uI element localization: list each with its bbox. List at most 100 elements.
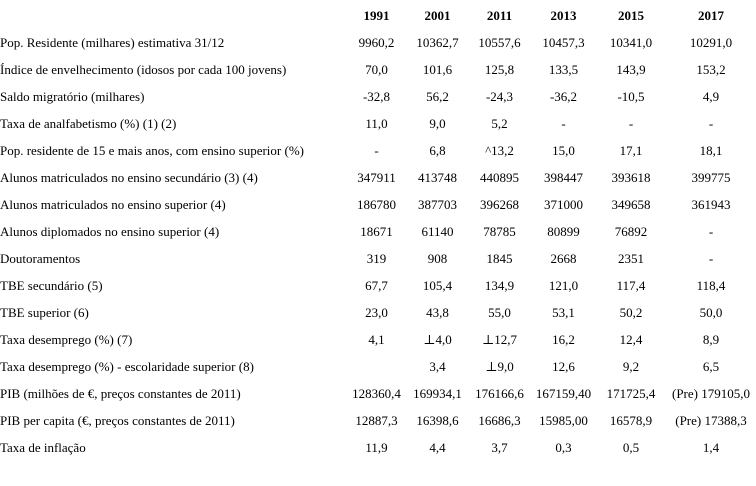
cell-value: 53,1 bbox=[552, 305, 575, 320]
cell-value: 16578,9 bbox=[609, 413, 653, 428]
cell-value: 4,4 bbox=[429, 440, 446, 455]
cell-value: 18671 bbox=[360, 224, 393, 239]
cell-value: 9,0 bbox=[429, 116, 446, 131]
table-row: TBE secundário (5) 67,7 105,4 134,9 121,0 117… bbox=[0, 272, 756, 299]
cell-value: -32,8 bbox=[362, 89, 391, 104]
table-row: Alunos diplomados no ensino superior (4)… bbox=[0, 218, 756, 245]
cell-value: 16398,6 bbox=[416, 413, 459, 428]
year-column-header: 2017 bbox=[698, 8, 724, 23]
cell-value: 12887,3 bbox=[355, 413, 398, 428]
cell-value: - bbox=[708, 251, 714, 266]
cell-value: 1845 bbox=[486, 251, 513, 266]
cell-value: 23,0 bbox=[365, 305, 388, 320]
cell-value: 11,0 bbox=[365, 116, 388, 131]
table-row: TBE superior (6) 23,0 43,8 55,0 53,1 50,2 50,0 bbox=[0, 299, 756, 326]
cell-value: 16,2 bbox=[552, 332, 575, 347]
cell-value: 76892 bbox=[614, 224, 648, 239]
cell-value: 153,2 bbox=[696, 62, 726, 77]
year-column-header: 2015 bbox=[618, 8, 644, 23]
cell-value: 3,7 bbox=[491, 440, 508, 455]
cell-value: -10,5 bbox=[617, 89, 645, 104]
cell-value: - bbox=[374, 143, 379, 158]
cell-value: 78785 bbox=[483, 224, 516, 239]
cell-value: 105,4 bbox=[422, 278, 453, 293]
cell-value: 118,4 bbox=[696, 278, 726, 293]
cell-value: 101,6 bbox=[422, 62, 453, 77]
cell-value: 117,4 bbox=[616, 278, 646, 293]
cell-value: 908 bbox=[427, 251, 448, 266]
cell-value: 4,9 bbox=[702, 89, 720, 104]
cell-value: 9,2 bbox=[622, 359, 640, 374]
cell-value: 167159,40 bbox=[535, 386, 592, 401]
cell-value: 5,2 bbox=[491, 116, 508, 131]
cell-value: 387703 bbox=[418, 197, 457, 212]
row-label: TBE secundário (5) bbox=[0, 278, 103, 293]
cell-value: 347911 bbox=[357, 170, 396, 185]
cell-value bbox=[346, 353, 407, 380]
table-row: Saldo migratório (milhares) -32,8 56,2 -24,… bbox=[0, 83, 756, 110]
cell-value: - bbox=[708, 116, 714, 131]
table-row: Taxa desemprego (%) - escolaridade super… bbox=[0, 353, 756, 380]
cell-value: 80899 bbox=[547, 224, 580, 239]
cell-value: 12,6 bbox=[552, 359, 575, 374]
cell-value: ⊥4,0 bbox=[423, 332, 452, 347]
row-label: Saldo migratório (milhares) bbox=[0, 89, 145, 104]
cell-value: 186780 bbox=[357, 197, 396, 212]
cell-value: ^13,2 bbox=[485, 143, 514, 158]
table-row: PIB per capita (€, preços constantes de … bbox=[0, 407, 756, 434]
cell-value: 361943 bbox=[691, 197, 731, 212]
row-label: Pop. residente de 15 e mais anos, com en… bbox=[0, 143, 304, 158]
cell-value: 133,5 bbox=[548, 62, 579, 77]
table-row: Doutoramentos 319 908 1845 2668 2351 - bbox=[0, 245, 756, 272]
cell-value: 10457,3 bbox=[542, 35, 585, 50]
cell-value: (Pre) 17388,3 bbox=[675, 413, 747, 428]
row-label: Índice de envelhecimento (idosos por cad… bbox=[0, 62, 287, 77]
cell-value: 169934,1 bbox=[413, 386, 462, 401]
cell-value: 371000 bbox=[544, 197, 583, 212]
cell-value: 10291,0 bbox=[689, 35, 733, 50]
cell-value: - bbox=[628, 116, 634, 131]
cell-value: 3,4 bbox=[429, 359, 446, 374]
cell-value: 2351 bbox=[618, 251, 644, 266]
cell-value: 121,0 bbox=[548, 278, 579, 293]
cell-value: 50,2 bbox=[619, 305, 643, 320]
header-row: 1991 2001 2011 2013 2015 2017 bbox=[0, 2, 756, 29]
cell-value: 6,8 bbox=[429, 143, 446, 158]
row-label: Alunos matriculados no ensino secundário… bbox=[0, 170, 258, 185]
cell-value: 9960,2 bbox=[358, 35, 395, 50]
cell-value: 6,5 bbox=[702, 359, 720, 374]
cell-value: 67,7 bbox=[365, 278, 388, 293]
cell-value: 0,5 bbox=[622, 440, 640, 455]
cell-value: 128360,4 bbox=[352, 386, 401, 401]
row-label: Taxa de analfabetismo (%) (1) (2) bbox=[0, 116, 177, 131]
cell-value: -24,3 bbox=[485, 89, 514, 104]
cell-value: 2668 bbox=[550, 251, 577, 266]
row-label: Doutoramentos bbox=[0, 251, 81, 266]
row-label: Alunos matriculados no ensino superior (… bbox=[0, 197, 226, 212]
cell-value: ⊥9,0 bbox=[485, 359, 514, 374]
cell-value: 319 bbox=[366, 251, 387, 266]
statistics-table: 1991 2001 2011 2013 2015 2017 Pop. Residente … bbox=[0, 2, 756, 461]
table-row: Taxa de inflação 11,9 4,4 3,7 0,3 0,5 1,4 bbox=[0, 434, 756, 461]
cell-value: 171725,4 bbox=[606, 386, 656, 401]
table-row: Taxa desemprego (%) (7) 4,1 ⊥4,0 ⊥12,7 16,2 1… bbox=[0, 326, 756, 353]
row-label: Taxa de inflação bbox=[0, 440, 86, 455]
cell-value: 50,0 bbox=[699, 305, 723, 320]
cell-value: 176166,6 bbox=[475, 386, 524, 401]
cell-value: 398447 bbox=[544, 170, 583, 185]
cell-value: 396268 bbox=[480, 197, 519, 212]
cell-value: 56,2 bbox=[426, 89, 449, 104]
cell-value: 125,8 bbox=[484, 62, 515, 77]
cell-value: 11,9 bbox=[365, 440, 388, 455]
cell-value: 413748 bbox=[418, 170, 457, 185]
table-row: Pop. residente de 15 e mais anos, com en… bbox=[0, 137, 756, 164]
cell-value: 440895 bbox=[480, 170, 519, 185]
row-label: Taxa desemprego (%) - escolaridade super… bbox=[0, 359, 254, 374]
cell-value: 393618 bbox=[611, 170, 651, 185]
row-label: PIB per capita (€, preços constantes de … bbox=[0, 413, 235, 428]
cell-value: 349658 bbox=[611, 197, 651, 212]
cell-value: - bbox=[561, 116, 566, 131]
cell-value: 17,1 bbox=[619, 143, 643, 158]
table-row: Pop. Residente (milhares) estimativa 31/… bbox=[0, 29, 756, 56]
table-row: Taxa de analfabetismo (%) (1) (2) 11,0 9,0… bbox=[0, 110, 756, 137]
